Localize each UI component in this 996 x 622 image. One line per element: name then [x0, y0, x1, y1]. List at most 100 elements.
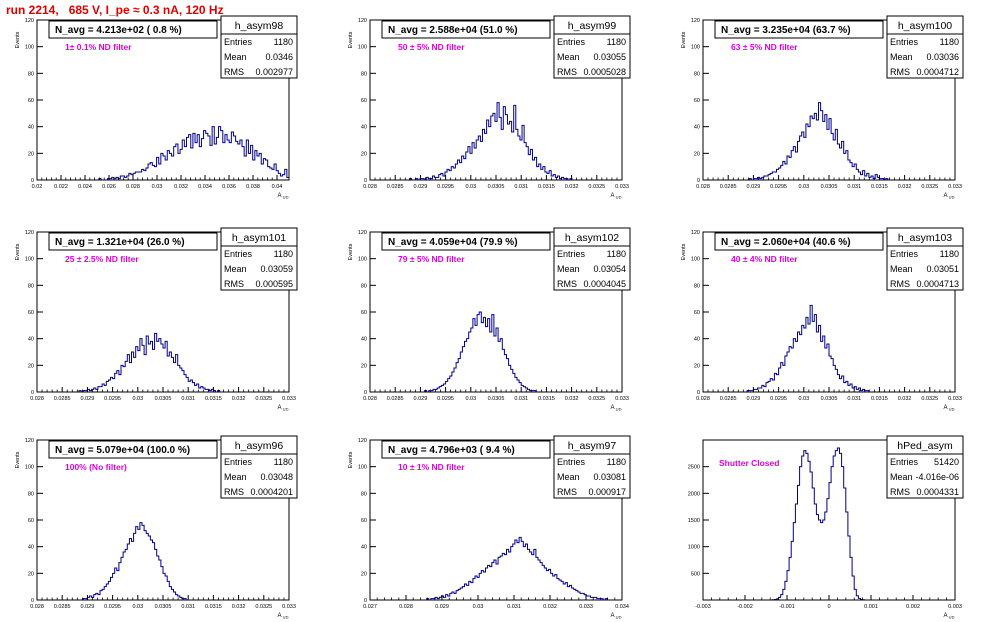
histogram-name: h_asym101: [232, 232, 286, 244]
histogram-line: [37, 522, 289, 601]
stats-value: 0.03081: [593, 472, 626, 482]
y-tick-label: 1500: [688, 518, 700, 524]
y-tick-label: 20: [361, 363, 367, 369]
x-tick-label: 0.03: [798, 396, 809, 402]
y-tick-label: 40: [28, 125, 34, 131]
stats-key: Entries: [224, 457, 253, 467]
y-tick-label: 0: [31, 178, 34, 184]
stats-value: 0.0004045: [583, 279, 626, 289]
x-tick-label: 0.0305: [821, 396, 838, 402]
stats-box: [220, 245, 298, 291]
x-tick-label: 0.0315: [538, 396, 555, 402]
x-tick-label: 0.031: [181, 604, 195, 610]
y-tick-label: 0: [364, 390, 367, 396]
stats-key: Entries: [890, 457, 919, 467]
stats-key: Entries: [557, 457, 586, 467]
stats-key: Mean: [557, 52, 580, 62]
stats-key: RMS: [557, 279, 577, 289]
stats-value: 0.03048: [260, 472, 293, 482]
x-tick-label: 0.028: [30, 396, 44, 402]
x-tick-label: 0.034: [615, 604, 629, 610]
title-box: [714, 232, 884, 251]
x-tick-label: 0.0315: [538, 184, 555, 190]
x-tick-label: 0.029: [81, 604, 95, 610]
stats-key: Mean: [557, 264, 580, 274]
y-tick-label: 40: [361, 545, 367, 551]
x-tick-label: 0.029: [81, 396, 95, 402]
x-tick-label: 0.031: [507, 604, 521, 610]
stats-key: Mean: [557, 472, 580, 482]
x-tick-label: 0.033: [579, 604, 593, 610]
histogram-name: hPed_asym: [897, 440, 953, 452]
y-tick-label: 20: [694, 151, 700, 157]
x-tick-label: 0.033: [948, 396, 962, 402]
x-tick-label: 0.029: [435, 604, 449, 610]
plot-title: N_avg = 5.079e+04 (100.0 %): [55, 445, 190, 456]
x-tick-label: 0.028: [696, 184, 710, 190]
y-tick-label: 500: [691, 571, 700, 577]
stats-value: 0.03059: [260, 264, 293, 274]
y-tick-label: 2000: [688, 491, 700, 497]
x-tick-label: 0.0315: [205, 396, 222, 402]
x-tick-label: 0.032: [565, 396, 579, 402]
x-tick-label: 0.0325: [588, 184, 605, 190]
y-tick-label: 120: [691, 230, 700, 236]
x-tick-label: 0.03: [152, 184, 163, 190]
histogram-name: h_asym98: [235, 20, 284, 32]
x-tick-label: 0.028: [363, 184, 377, 190]
y-tick-label: 100: [691, 257, 700, 263]
x-tick-label: 0.028: [30, 604, 44, 610]
plot-title: N_avg = 2.588e+04 (51.0 %): [388, 25, 518, 36]
x-tick-label: 0.0325: [255, 396, 272, 402]
stats-key: Entries: [890, 249, 919, 259]
x-tick-label: 0.032: [543, 604, 557, 610]
x-tick-label: 0.0285: [54, 396, 71, 402]
x-tick-label: 0.033: [948, 184, 962, 190]
y-axis-label: Events: [348, 31, 354, 48]
x-tick-label: 0.02: [32, 184, 43, 190]
x-tick-label: -0.001: [779, 604, 795, 610]
filter-annotation: Shutter Closed: [719, 458, 779, 468]
y-tick-label: 2500: [688, 465, 700, 471]
stats-value: 0.000595: [255, 279, 293, 289]
x-tick-label: 0.03: [473, 604, 484, 610]
stats-value: 0.0004201: [250, 487, 293, 497]
stats-value: 0.03051: [926, 264, 959, 274]
y-tick-label: 100: [358, 45, 367, 51]
x-tick-label: 0.0295: [104, 604, 121, 610]
x-tick-label: 0.0305: [821, 184, 838, 190]
y-tick-label: 100: [25, 465, 34, 471]
histogram-panel-h_asym97: 0.027 0.028 0.029 0.03 0.031 0.032 0.033 0.034 0…: [348, 435, 631, 620]
x-axis-label: A UD: [611, 405, 622, 412]
x-tick-label: 0.0285: [720, 396, 737, 402]
stats-value: 0.03036: [926, 52, 959, 62]
x-tick-label: 0.033: [282, 396, 296, 402]
x-tick-label: 0.029: [414, 184, 428, 190]
histogram-name: h_asym100: [898, 20, 952, 32]
y-tick-label: 0: [364, 178, 367, 184]
y-tick-label: 40: [694, 125, 700, 131]
stats-value: 1180: [607, 249, 626, 259]
x-tick-label: 0.001: [864, 604, 878, 610]
y-tick-label: 80: [28, 283, 34, 289]
histogram-name: h_asym99: [568, 20, 617, 32]
histogram-panel-h_asym100: 0.028 0.0285 0.029 0.0295 0.03 0.0305 0.031 0.0…: [681, 15, 964, 200]
title-box: [714, 20, 884, 39]
stats-box: [553, 33, 631, 79]
stats-value: 1180: [940, 249, 959, 259]
y-tick-label: 40: [694, 337, 700, 343]
x-tick-label: 0.0295: [770, 396, 787, 402]
histogram-panel-h_asym99: 0.028 0.0285 0.029 0.0295 0.03 0.0305 0.031 0.0…: [348, 15, 631, 200]
y-tick-label: 40: [361, 125, 367, 131]
x-axis-label: A UD: [944, 193, 955, 200]
x-tick-label: 0.0285: [387, 396, 404, 402]
filter-annotation: 25 ± 2.5% ND filter: [65, 254, 139, 264]
filter-annotation: 50 ± 5% ND filter: [398, 42, 465, 52]
stats-value: 0.0346: [265, 52, 293, 62]
x-tick-label: 0.038: [246, 184, 260, 190]
histogram-name: h_asym97: [568, 440, 617, 452]
x-tick-label: 0.028: [126, 184, 140, 190]
y-tick-label: 40: [361, 337, 367, 343]
x-tick-label: 0.03: [132, 396, 143, 402]
filter-annotation: 1± 0.1% ND filter: [65, 42, 132, 52]
